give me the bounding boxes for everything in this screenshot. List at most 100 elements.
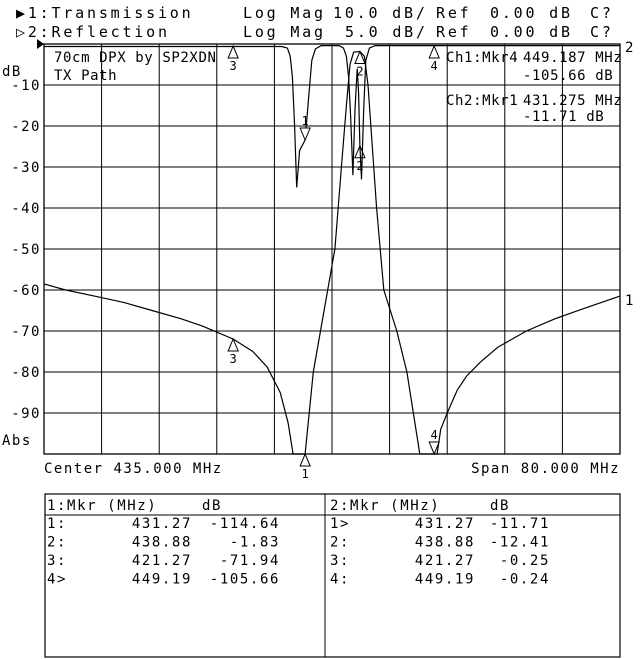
marker-id: 1: bbox=[47, 516, 67, 532]
marker-table-row: 3: 421.27 -71.94 bbox=[47, 553, 280, 569]
marker-value: -1.83 bbox=[230, 535, 280, 551]
ch2-marker-4[interactable]: 4 bbox=[428, 44, 440, 73]
marker-value: -71.94 bbox=[220, 553, 280, 569]
plot-grid bbox=[43, 43, 621, 455]
marker-frequency: 438.88 bbox=[415, 535, 475, 551]
ch2-table-header-db: dB bbox=[490, 498, 510, 514]
channel-2-scale: 5.0 dB/ bbox=[345, 23, 428, 41]
marker-value: -105.66 bbox=[210, 572, 280, 588]
center-frequency: Center 435.000 MHz bbox=[44, 461, 223, 477]
marker-value: -114.64 bbox=[210, 516, 280, 532]
ch1-table-header-mkr: 1:Mkr (MHz) bbox=[47, 498, 157, 514]
marker-frequency: 438.88 bbox=[132, 535, 192, 551]
channel-2-ref-value: 0.00 dB bbox=[490, 23, 573, 41]
marker-frequency: 431.27 bbox=[415, 516, 475, 532]
y-bottom-label: Abs bbox=[2, 433, 32, 449]
marker-frequency: 431.27 bbox=[132, 516, 192, 532]
marker-id: 4: bbox=[330, 572, 350, 588]
ch2-active-marker-freq: 431.275 MHz bbox=[523, 93, 622, 109]
plot-subtitle: TX Path bbox=[54, 68, 117, 84]
marker-triangle-up-icon bbox=[428, 44, 440, 59]
y-tick-label: -40 bbox=[11, 201, 41, 217]
y-tick-label: -20 bbox=[11, 119, 41, 135]
marker-id: 3: bbox=[330, 553, 350, 569]
channel-1-scale: 10.0 dB/ bbox=[333, 4, 428, 22]
channel-2-label: ▷2:Reflection bbox=[16, 23, 170, 41]
marker-triangle-up-icon bbox=[354, 144, 366, 159]
marker-number: 2 bbox=[356, 159, 363, 173]
marker-number: 4 bbox=[431, 59, 438, 73]
y-unit-label: dB bbox=[2, 64, 22, 80]
marker-triangle-down-icon bbox=[299, 127, 311, 142]
ch1-marker-3[interactable]: 3 bbox=[227, 337, 239, 366]
ch1-table-header-db: dB bbox=[202, 498, 222, 514]
y-tick-label: -80 bbox=[11, 365, 41, 381]
ch2-marker-3[interactable]: 3 bbox=[227, 44, 239, 73]
span-frequency: Span 80.000 MHz bbox=[471, 461, 620, 477]
ch2-active-marker-label: Ch2:Mkr1 bbox=[446, 93, 518, 109]
trace-2-end-label: 2 bbox=[625, 40, 635, 56]
channel-2-status: C? bbox=[590, 23, 614, 41]
channel-1-status: C? bbox=[590, 4, 614, 22]
y-tick-label: -60 bbox=[11, 283, 41, 299]
marker-table-row: 4> 449.19 -105.66 bbox=[47, 572, 280, 588]
trace-transmission bbox=[43, 50, 621, 455]
channel-2-format: Log Mag bbox=[243, 23, 326, 41]
marker-table-row: 1> 431.27 -11.71 bbox=[330, 516, 550, 532]
marker-value: -11.71 bbox=[490, 516, 550, 532]
marker-frequency: 421.27 bbox=[415, 553, 475, 569]
trace-markers: 1 2 3 4 1 2 3 4 bbox=[227, 44, 440, 481]
channel-2-header: ▷2:Reflection Log Mag 5.0 dB/ Ref 0.00 d… bbox=[16, 23, 614, 41]
marker-frequency: 421.27 bbox=[132, 553, 192, 569]
marker-id: 4> bbox=[47, 572, 67, 588]
ch2-active-marker-value: -11.71 dB bbox=[523, 109, 604, 125]
channel-1-label: ▶1:Transmission bbox=[16, 4, 193, 22]
marker-table-frame bbox=[44, 493, 621, 658]
marker-number: 4 bbox=[431, 428, 438, 442]
ch1-active-marker-freq: 449.187 MHz bbox=[523, 50, 622, 66]
marker-table: 1:Mkr (MHz) dB 2:Mkr (MHz) dB 1: 431.27 -1… bbox=[44, 493, 621, 658]
marker-triangle-up-icon bbox=[354, 50, 366, 65]
marker-triangle-up-icon bbox=[227, 44, 239, 59]
y-tick-label: -10 bbox=[11, 78, 41, 94]
ch1-active-marker-label: Ch1:Mkr4 bbox=[446, 50, 518, 66]
marker-number: 3 bbox=[230, 59, 237, 73]
trace-reflection bbox=[44, 45, 620, 188]
ch1-marker-4[interactable]: 4 bbox=[428, 428, 440, 456]
marker-number: 3 bbox=[230, 352, 237, 366]
marker-id: 3: bbox=[47, 553, 67, 569]
ch1-marker-1[interactable]: 1 bbox=[299, 452, 311, 481]
marker-id: 2: bbox=[330, 535, 350, 551]
ch2-marker-2[interactable]: 2 bbox=[354, 144, 366, 173]
marker-table-row: 2: 438.88 -12.41 bbox=[330, 535, 550, 551]
y-tick-label: -90 bbox=[11, 406, 41, 422]
y-tick-label: -70 bbox=[11, 324, 41, 340]
ch2-marker-1[interactable]: 1 bbox=[299, 114, 311, 142]
marker-id: 1> bbox=[330, 516, 350, 532]
plot-title: 70cm DPX by SP2XDN bbox=[54, 50, 217, 66]
y-tick-labels: -10 -20 -30 -40 -50 -60 -70 -80 -90 bbox=[11, 78, 41, 422]
marker-value: -0.24 bbox=[500, 572, 550, 588]
marker-table-row: 2: 438.88 -1.83 bbox=[47, 535, 280, 551]
y-tick-label: -30 bbox=[11, 160, 41, 176]
marker-frequency: 449.19 bbox=[132, 572, 192, 588]
reference-position-arrow-icon bbox=[37, 39, 44, 49]
ch1-marker-2[interactable]: 2 bbox=[354, 50, 366, 79]
channel-1-ref-label: Ref bbox=[436, 4, 472, 22]
marker-value: -0.25 bbox=[500, 553, 550, 569]
marker-value: -12.41 bbox=[490, 535, 550, 551]
marker-number: 1 bbox=[302, 467, 309, 481]
marker-number: 2 bbox=[356, 65, 363, 79]
y-tick-label: -50 bbox=[11, 242, 41, 258]
marker-triangle-up-icon bbox=[227, 337, 239, 352]
channel-1-header: ▶1:Transmission Log Mag 10.0 dB/ Ref 0.0… bbox=[16, 4, 614, 22]
channel-1-format: Log Mag bbox=[243, 4, 326, 22]
marker-frequency: 449.19 bbox=[415, 572, 475, 588]
marker-id: 2: bbox=[47, 535, 67, 551]
marker-table-row: 4: 449.19 -0.24 bbox=[330, 572, 550, 588]
ch2-table-header-mkr: 2:Mkr (MHz) bbox=[330, 498, 440, 514]
marker-number: 1 bbox=[302, 114, 309, 128]
marker-triangle-up-icon bbox=[299, 452, 311, 467]
channel-1-ref-value: 0.00 dB bbox=[490, 4, 573, 22]
